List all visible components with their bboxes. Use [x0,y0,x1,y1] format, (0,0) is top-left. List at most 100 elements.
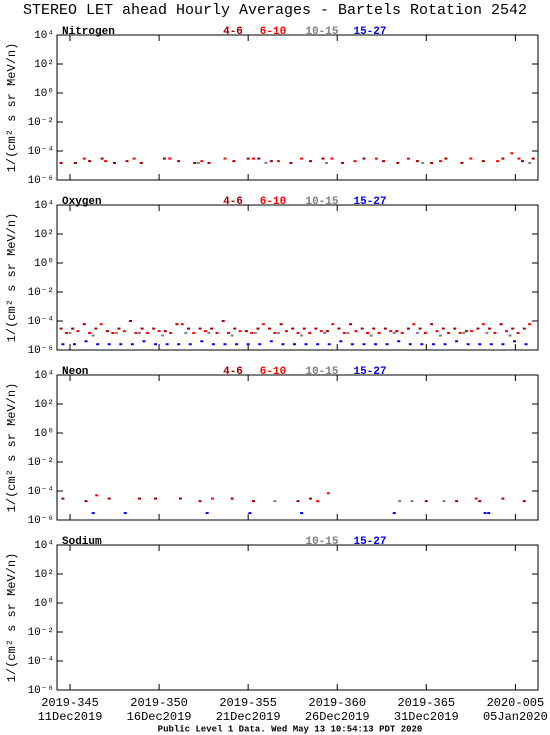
data-point [230,334,234,337]
data-point [353,160,357,163]
data-point [161,334,165,337]
x-tick-date: 11Dec2019 [38,710,103,724]
y-tick-label: 10² [34,399,54,411]
data-point [95,494,99,497]
x-tick-label: 2019-360 [308,696,366,710]
data-point [71,327,75,330]
data-point [420,343,424,346]
data-point [111,331,115,334]
data-point [496,160,500,163]
data-point [362,343,366,346]
data-point [140,327,144,330]
data-point [447,331,451,334]
data-point [251,157,255,160]
y-tick-label: 10⁻⁶ [28,345,54,357]
data-point [316,500,320,503]
data-point [441,327,445,330]
data-point [383,327,387,330]
data-point [268,327,272,330]
data-point [511,327,515,330]
data-point [238,330,242,333]
data-point [205,512,209,515]
data-point [104,160,108,163]
data-point [349,323,353,326]
data-point [522,327,526,330]
x-tick-label: 2019-350 [130,696,188,710]
data-point [341,161,345,164]
data-point [73,161,77,164]
y-axis-label: 1/(cm² s sr MeV/n) [5,383,19,513]
data-point [470,330,474,333]
data-point [342,331,346,334]
data-point [389,330,393,333]
data-point [517,157,521,160]
data-point [261,323,265,326]
y-tick-label: 10⁴ [34,370,54,382]
data-point [198,500,202,503]
x-tick-date: 21Dec2019 [216,710,281,724]
data-point [487,512,491,515]
data-point [211,343,215,346]
data-point [521,160,525,163]
data-point [157,330,161,333]
data-point [460,161,464,164]
data-point [395,330,399,333]
plot-frame [56,204,539,351]
data-point [169,331,173,334]
data-point [444,157,448,160]
data-point [251,500,255,503]
data-point [82,157,86,160]
data-point [130,343,134,346]
data-point [59,161,63,164]
data-point [528,323,532,326]
data-point [200,160,204,163]
data-point [203,330,207,333]
data-point [165,343,169,346]
data-point [458,331,462,334]
data-point [423,331,427,334]
data-point [483,512,487,515]
data-point [316,343,320,346]
data-point [308,331,312,334]
panel-label: Nitrogen [62,26,115,38]
legend-entry: 4-6 [223,196,243,208]
data-point [408,343,412,346]
data-point [435,330,439,333]
y-tick-label: 10² [34,569,54,581]
data-point [122,330,126,333]
data-point [314,327,318,330]
data-point [330,157,334,160]
panel-label: Neon [62,366,88,378]
y-axis-label: 1/(cm² s sr MeV/n) [5,43,19,173]
data-point [61,343,65,346]
y-tick-label: 10⁻² [28,457,54,469]
data-point [177,160,181,163]
data-point [501,497,505,500]
data-point [453,327,457,330]
data-point [397,340,401,343]
data-point [392,512,396,515]
data-point [177,343,181,346]
data-point [304,343,308,346]
data-point [524,343,528,346]
legend-entry: 10-15 [305,26,338,38]
data-point [396,161,400,164]
data-point [469,157,473,160]
data-point [410,500,414,503]
data-point [207,331,211,334]
data-point [296,500,300,503]
data-point [392,331,396,334]
data-point [522,500,526,503]
data-point [476,327,480,330]
data-point [168,157,172,160]
data-point [269,160,273,163]
legend-entry: 10-15 [305,536,338,548]
data-point [296,331,300,334]
data-point [91,334,95,337]
legend-entry: 6-10 [260,26,286,38]
data-point [374,343,378,346]
y-tick-label: 10⁻⁴ [28,146,54,158]
data-point [300,157,304,160]
data-point [248,512,252,515]
